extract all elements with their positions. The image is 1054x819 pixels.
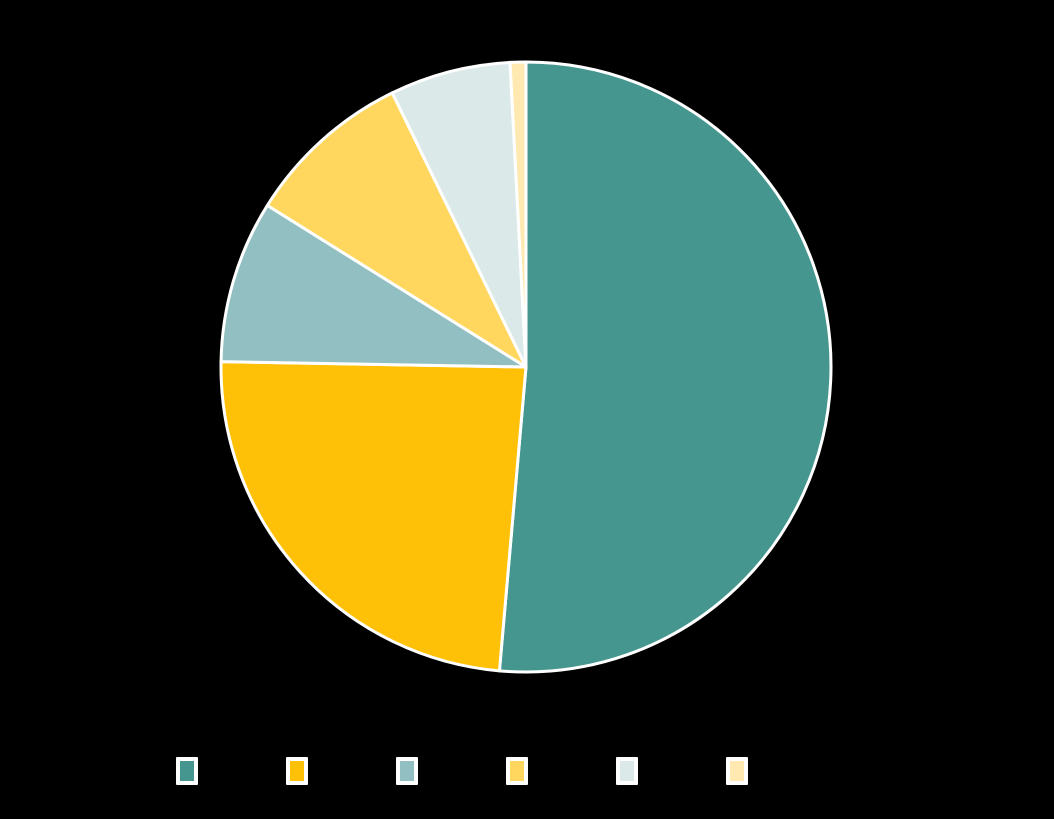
- legend-item-1[interactable]: [176, 751, 286, 791]
- pie-slice-5[interactable]: [390, 60, 528, 369]
- chart-legend: [0, 745, 1054, 797]
- legend-item-2[interactable]: [286, 751, 396, 791]
- pie-slice-6[interactable]: [508, 60, 528, 369]
- legend-swatch-3: [396, 757, 418, 785]
- pie-plot-area: [219, 60, 833, 674]
- legend-swatch-5: [616, 757, 638, 785]
- pie-slice-4[interactable]: [265, 91, 528, 369]
- pie-slice-3[interactable]: [219, 203, 528, 369]
- legend-item-3[interactable]: [396, 751, 506, 791]
- legend-item-4[interactable]: [506, 751, 616, 791]
- pie-slice-2[interactable]: [219, 360, 528, 673]
- legend-swatch-6: [726, 757, 748, 785]
- pie-slice-group: [219, 60, 833, 674]
- legend-swatch-1: [176, 757, 198, 785]
- legend-swatch-4: [506, 757, 528, 785]
- pie-svg: [219, 60, 833, 674]
- legend-swatch-2: [286, 757, 308, 785]
- legend-item-6[interactable]: [726, 751, 836, 791]
- legend-item-5[interactable]: [616, 751, 726, 791]
- pie-slice-1[interactable]: [497, 60, 833, 674]
